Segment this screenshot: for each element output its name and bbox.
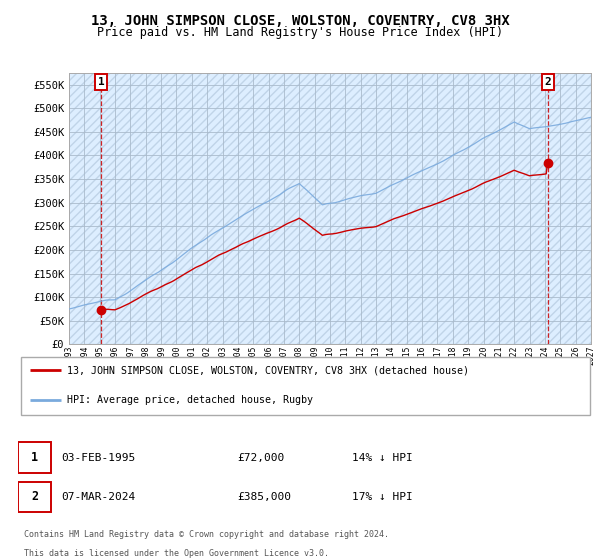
Bar <box>18 482 52 512</box>
Text: This data is licensed under the Open Government Licence v3.0.: This data is licensed under the Open Gov… <box>24 548 329 558</box>
Text: 1: 1 <box>98 77 104 87</box>
Text: £72,000: £72,000 <box>237 453 284 463</box>
Text: HPI: Average price, detached house, Rugby: HPI: Average price, detached house, Rugb… <box>67 395 313 405</box>
Text: 14% ↓ HPI: 14% ↓ HPI <box>352 453 413 463</box>
Text: Contains HM Land Registry data © Crown copyright and database right 2024.: Contains HM Land Registry data © Crown c… <box>24 530 389 539</box>
Text: 17% ↓ HPI: 17% ↓ HPI <box>352 492 413 502</box>
Text: £385,000: £385,000 <box>237 492 291 502</box>
Text: Price paid vs. HM Land Registry's House Price Index (HPI): Price paid vs. HM Land Registry's House … <box>97 26 503 39</box>
Text: 13, JOHN SIMPSON CLOSE, WOLSTON, COVENTRY, CV8 3HX: 13, JOHN SIMPSON CLOSE, WOLSTON, COVENTR… <box>91 14 509 28</box>
Text: 13, JOHN SIMPSON CLOSE, WOLSTON, COVENTRY, CV8 3HX (detached house): 13, JOHN SIMPSON CLOSE, WOLSTON, COVENTR… <box>67 365 469 375</box>
Text: 2: 2 <box>31 491 38 503</box>
Text: 07-MAR-2024: 07-MAR-2024 <box>61 492 136 502</box>
Text: 1: 1 <box>31 451 38 464</box>
Text: 03-FEB-1995: 03-FEB-1995 <box>61 453 136 463</box>
Text: 2: 2 <box>544 77 551 87</box>
Bar <box>18 442 52 473</box>
